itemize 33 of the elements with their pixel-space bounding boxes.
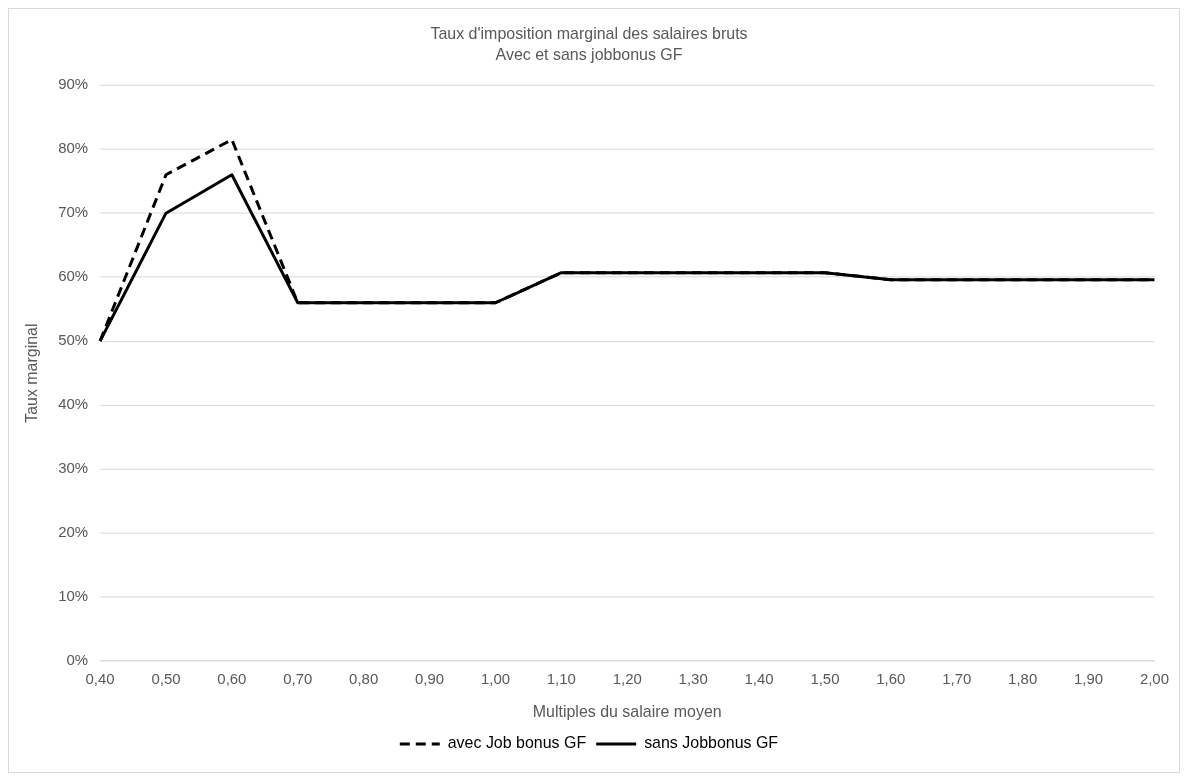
legend-label: avec Job bonus GF xyxy=(447,734,587,752)
x-tick-label: 1,40 xyxy=(744,670,774,688)
x-tick-label: 0,50 xyxy=(151,670,181,688)
y-tick-label: 10% xyxy=(58,587,89,605)
chart-title: Taux d'imposition marginal des salaires bruts xyxy=(430,24,748,42)
y-tick-label: 70% xyxy=(58,203,89,221)
x-tick-label: 2,00 xyxy=(1139,670,1170,688)
x-tick-label: 0,40 xyxy=(85,670,115,688)
y-tick-label: 30% xyxy=(58,459,89,477)
y-tick-label: 20% xyxy=(58,523,89,541)
x-tick-label: 1,60 xyxy=(876,670,906,688)
x-tick-label: 0,90 xyxy=(415,670,445,688)
y-tick-label: 50% xyxy=(58,331,89,349)
y-axis-title: Taux marginal xyxy=(22,323,40,423)
x-tick-label: 1,00 xyxy=(480,670,511,688)
x-tick-label: 1,80 xyxy=(1008,670,1038,688)
x-tick-label: 1,10 xyxy=(546,670,576,688)
x-tick-label: 1,90 xyxy=(1073,670,1104,688)
y-tick-label: 60% xyxy=(58,267,89,285)
y-tick-label: 90% xyxy=(58,75,89,93)
y-tick-label: 80% xyxy=(58,139,89,157)
x-tick-label: 1,70 xyxy=(942,670,972,688)
chart-subtitle: Avec et sans jobbonus GF xyxy=(495,46,683,64)
y-tick-label: 0% xyxy=(66,651,89,669)
x-tick-label: 0,80 xyxy=(349,670,379,688)
y-tick-label: 40% xyxy=(58,395,89,413)
x-tick-label: 1,20 xyxy=(612,670,642,688)
x-tick-label: 1,50 xyxy=(810,670,840,688)
x-axis-title: Multiples du salaire moyen xyxy=(532,702,722,720)
x-tick-label: 0,70 xyxy=(283,670,313,688)
x-tick-label: 1,30 xyxy=(678,670,708,688)
legend-label: sans Jobbonus GF xyxy=(644,734,779,752)
x-tick-label: 0,60 xyxy=(217,670,247,688)
